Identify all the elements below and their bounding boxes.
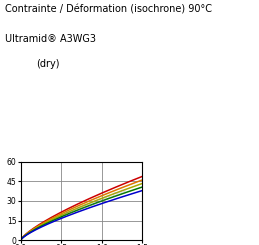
Text: Contrainte / Déformation (isochrone) 90°C: Contrainte / Déformation (isochrone) 90°… (5, 5, 212, 15)
Text: (dry): (dry) (36, 59, 60, 69)
Text: For Subscribers Only: For Subscribers Only (65, 188, 127, 217)
Text: Ultramid® A3WG3: Ultramid® A3WG3 (5, 34, 96, 44)
